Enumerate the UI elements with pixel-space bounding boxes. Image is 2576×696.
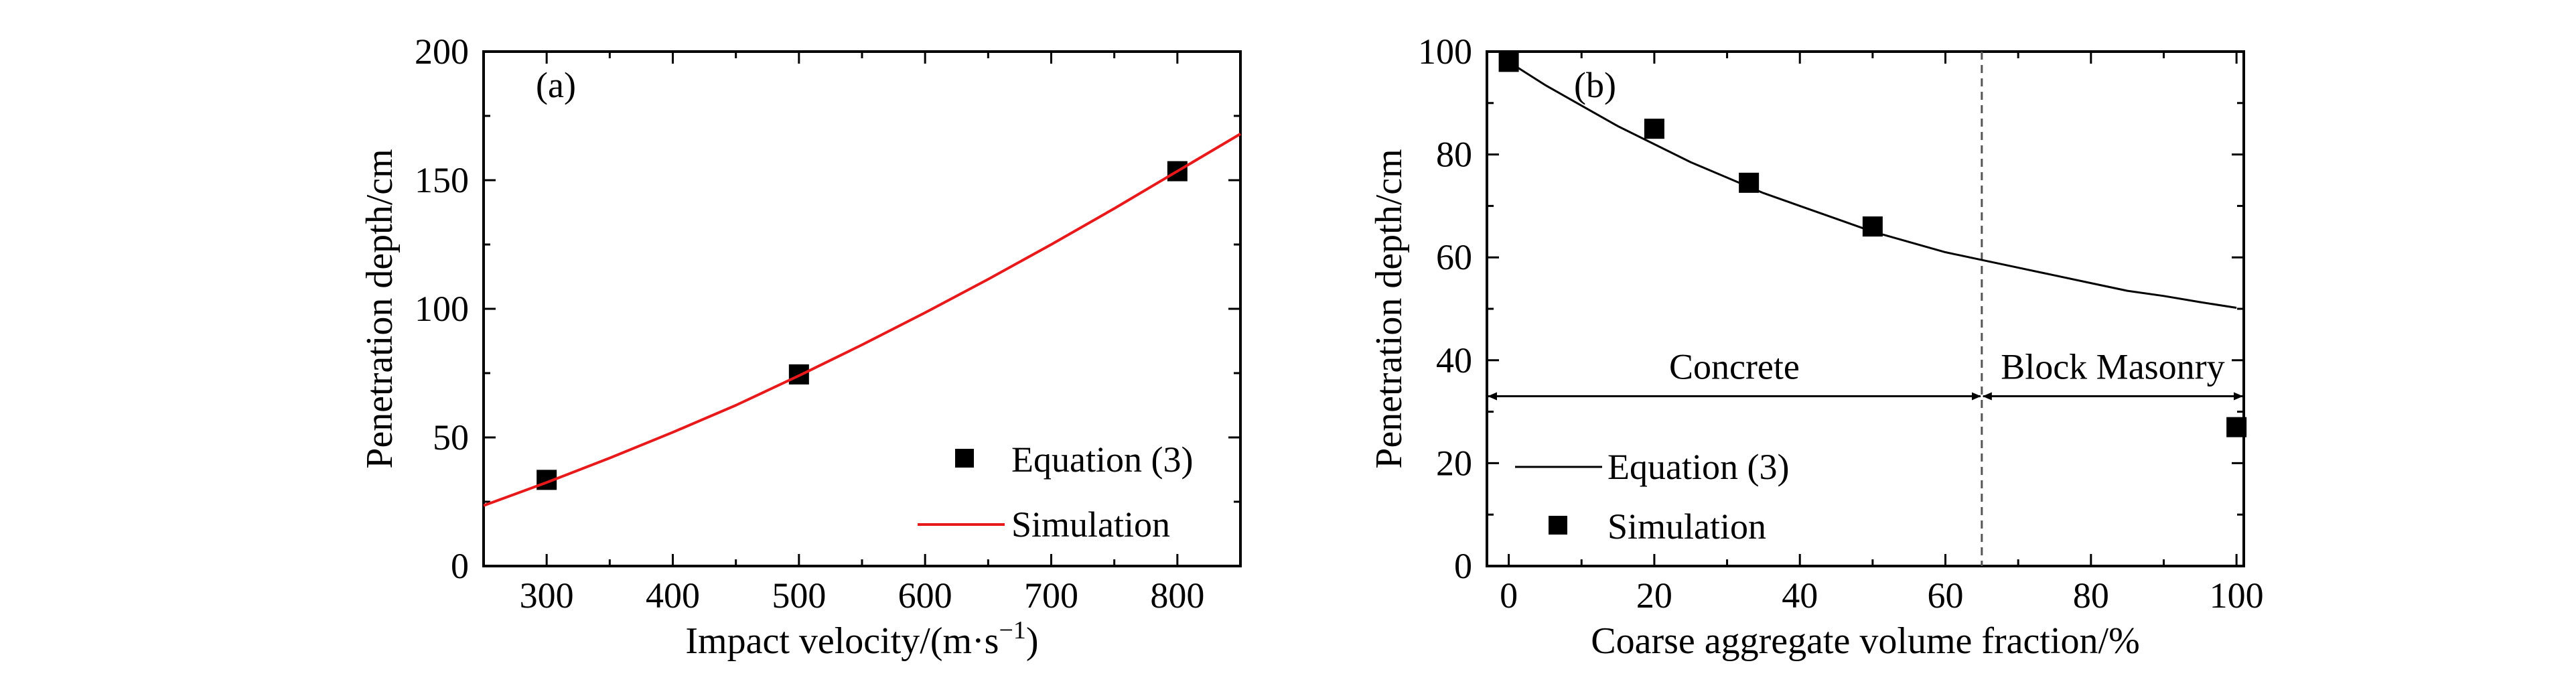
x-axis-title-a-sup: −1	[999, 616, 1025, 644]
chart-panel-a: 0 50 100 150 200 300 400 500 600 700 800 (a) Pene…	[359, 31, 1242, 662]
x-axis-title-a-end: )	[1026, 620, 1039, 662]
y-tick-label-a: 50	[433, 417, 469, 458]
x-tick-label-a: 600	[898, 575, 952, 616]
region-label-1: Block Masonry	[2001, 347, 2224, 387]
legend-b: Equation (3) Simulation	[1515, 447, 1789, 547]
plot-frame-b	[1486, 50, 2245, 567]
data-point-b	[1498, 52, 1519, 72]
series-layer-b	[1498, 52, 2247, 437]
y-tick-label-b: 80	[1436, 135, 1472, 175]
legend-a-label-equation: Equation (3)	[1011, 439, 1193, 480]
y-tick-label-a: 0	[451, 546, 469, 586]
data-point-b	[2226, 417, 2247, 437]
legend-b-label-equation: Equation (3)	[1607, 447, 1789, 487]
legend-a-label-simulation: Simulation	[1011, 504, 1170, 545]
y-tick-label-a: 100	[415, 289, 469, 329]
y-tick-label-b: 40	[1436, 340, 1472, 380]
x-tick-label-a: 500	[772, 575, 826, 616]
x-tick-label-a: 300	[520, 575, 574, 616]
x-tick-label-b: 60	[1928, 575, 1964, 616]
x-axis-title-a: Impact velocity/(m·s−1)	[685, 616, 1038, 662]
chart-panel-b: 0 20 40 60 80 100 0 20 40 60 80 100 Concrete Block …	[1368, 31, 2264, 662]
x-tick-label-b: 100	[2210, 575, 2264, 616]
y-tick-label-b: 60	[1436, 237, 1472, 277]
x-tick-label-a: 800	[1150, 575, 1204, 616]
series-line-b-0	[1508, 61, 2237, 309]
x-axis-ticks-a: 300 400 500 600 700 800	[520, 52, 1204, 616]
y-tick-label-b: 0	[1454, 546, 1472, 586]
x-axis-title-b: Coarse aggregate volume fraction/%	[1591, 620, 2139, 662]
legend-a: Equation (3) Simulation	[918, 439, 1193, 545]
x-tick-label-a: 700	[1024, 575, 1078, 616]
panel-label-b: (b)	[1574, 65, 1616, 105]
region-label-0: Concrete	[1669, 347, 1800, 387]
region-annotations-b: Concrete Block Masonry	[1488, 52, 2243, 566]
x-axis-ticks-b: 0 20 40 60 80 100	[1500, 52, 2264, 616]
legend-b-label-simulation: Simulation	[1607, 506, 1766, 547]
y-tick-label-b: 100	[1418, 31, 1472, 72]
x-axis-title-a-main: Impact velocity/(m·s	[685, 620, 999, 662]
y-axis-ticks-b: 0 20 40 60 80 100	[1418, 31, 2244, 586]
y-tick-label-a: 150	[415, 160, 469, 200]
x-tick-label-b: 20	[1636, 575, 1672, 616]
y-axis-title-a: Penetration depth/cm	[359, 149, 401, 468]
data-point-b	[1862, 216, 1883, 237]
legend-b-marker-simulation	[1549, 516, 1567, 535]
y-axis-title-b: Penetration depth/cm	[1368, 149, 1410, 468]
legend-a-marker-equation	[955, 449, 974, 468]
y-axis-ticks-a: 0 50 100 150 200	[415, 31, 1240, 586]
x-tick-label-b: 40	[1782, 575, 1818, 616]
series-layer-a	[483, 133, 1242, 507]
data-point-b	[1644, 119, 1664, 139]
x-tick-label-b: 0	[1500, 575, 1518, 616]
x-tick-label-b: 80	[2073, 575, 2109, 616]
panel-label-a: (a)	[536, 65, 576, 105]
series-line-a-1	[483, 133, 1242, 507]
y-tick-label-b: 20	[1436, 443, 1472, 483]
y-tick-label-a: 200	[415, 31, 469, 72]
data-point-b	[1739, 172, 1760, 193]
plot-frame-a	[482, 50, 1242, 567]
x-tick-label-a: 400	[646, 575, 700, 616]
